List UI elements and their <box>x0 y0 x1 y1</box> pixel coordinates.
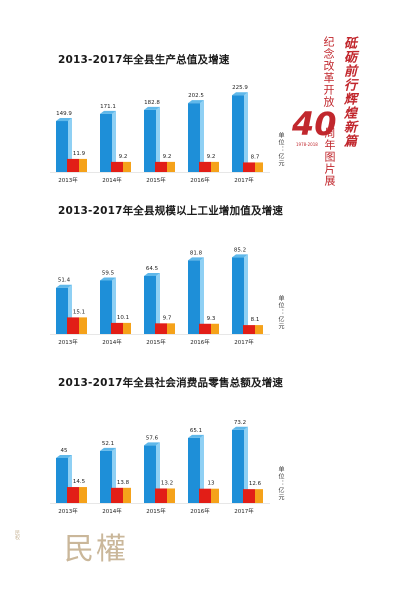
bar-value-label-3-4: 65.1 <box>190 428 202 434</box>
bar-growth-3-4 <box>199 488 219 503</box>
category-label-2-2: 2014年 <box>102 338 122 346</box>
bar-growth-2-4 <box>199 323 219 334</box>
bar-growth-2-2 <box>111 322 131 334</box>
chart-3-unit-label: 单位：亿元 <box>277 466 284 501</box>
bar-growth-label-3-2: 13.8 <box>117 480 130 486</box>
bar-growth-label-3-5: 12.6 <box>249 481 262 487</box>
category-label-3-3: 2015年 <box>146 507 166 515</box>
logo-title: 民權 <box>64 532 128 567</box>
bar-growth-label-2-4: 9.3 <box>207 316 216 322</box>
category-label-3-1: 2013年 <box>58 507 78 515</box>
bar-growth-1-2 <box>111 161 131 172</box>
logo-small-text: 民权 <box>14 530 20 540</box>
category-label-2-3: 2015年 <box>146 338 166 346</box>
bar-value-1-3 <box>144 106 160 172</box>
bar-value-label-2-5: 85.2 <box>234 247 246 253</box>
bar-growth-label-1-3: 9.2 <box>163 154 172 160</box>
bar-growth-label-3-3: 13.2 <box>161 480 173 486</box>
category-label-3-2: 2014年 <box>102 507 122 515</box>
bar-value-label-1-5: 225.9 <box>232 85 248 91</box>
bar-value-1-1 <box>56 118 72 172</box>
bar-value-label-1-4: 202.5 <box>188 93 204 99</box>
category-label-1-1: 2013年 <box>58 176 78 184</box>
bar-growth-2-5 <box>243 325 263 334</box>
category-label-2-1: 2013年 <box>58 338 78 346</box>
category-label-1-4: 2016年 <box>190 176 210 184</box>
chart-2-unit-label: 单位：亿元 <box>277 295 284 330</box>
side-line-1: 纪念改革开放 <box>322 36 335 108</box>
bar-value-label-1-3: 182.8 <box>144 100 160 106</box>
bar-growth-label-1-5: 8.7 <box>251 154 260 160</box>
bar-value-label-1-1: 149.9 <box>56 111 72 117</box>
bar-value-2-4 <box>188 257 204 334</box>
bar-growth-1-5 <box>243 162 263 172</box>
bar-growth-label-2-5: 8.1 <box>251 317 260 323</box>
bar-value-3-4 <box>188 434 204 503</box>
bar-value-label-2-4: 81.8 <box>190 250 203 256</box>
bar-growth-3-3 <box>155 488 175 503</box>
category-label-1-3: 2015年 <box>146 176 166 184</box>
bar-value-label-2-2: 59.5 <box>102 270 115 276</box>
category-label-2-5: 2017年 <box>234 338 254 346</box>
category-label-2-4: 2016年 <box>190 338 210 346</box>
bar-growth-1-1 <box>67 158 87 172</box>
chart-1-unit-label: 单位：亿元 <box>277 132 284 167</box>
bar-value-label-3-2: 52.1 <box>102 441 114 447</box>
chart-1-title: 2013-2017年全县生产总值及增速 <box>58 54 230 66</box>
chart-3-title: 2013-2017年全县社会消费品零售总额及增速 <box>58 377 284 389</box>
bar-growth-label-3-1: 14.5 <box>73 479 86 485</box>
bar-growth-3-5 <box>243 489 263 503</box>
bar-growth-1-3 <box>155 161 175 172</box>
bar-value-1-4 <box>188 100 204 172</box>
bar-value-2-3 <box>144 272 160 334</box>
bar-value-2-2 <box>100 277 116 334</box>
bar-growth-3-1 <box>67 487 87 503</box>
bar-value-label-3-5: 73.2 <box>234 420 246 426</box>
bar-value-label-3-3: 57.6 <box>146 435 159 441</box>
bar-growth-label-2-2: 10.1 <box>117 315 129 321</box>
side-calligraphy: 砥砺前行辉煌新篇 <box>341 36 356 148</box>
bar-value-label-2-1: 51.4 <box>58 278 71 284</box>
anniversary-years: 1978-2018 <box>296 142 318 147</box>
bar-growth-label-2-1: 15.1 <box>73 309 85 315</box>
bar-growth-2-3 <box>155 323 175 334</box>
bar-value-1-5 <box>232 92 248 172</box>
bar-value-label-1-2: 171.1 <box>100 104 116 110</box>
side-line-2: 周年图片展 <box>323 127 336 187</box>
bar-growth-2-1 <box>67 317 87 334</box>
bar-growth-label-2-3: 9.7 <box>163 315 172 321</box>
bar-growth-label-1-4: 9.2 <box>207 154 216 160</box>
bar-value-label-3-1: 45 <box>61 448 68 454</box>
category-label-1-5: 2017年 <box>234 176 254 184</box>
bar-growth-3-2 <box>111 487 131 503</box>
bar-growth-label-3-4: 13 <box>208 481 215 487</box>
bar-growth-label-1-1: 11.9 <box>73 151 86 157</box>
chart-2-title: 2013-2017年全县规模以上工业增加值及增速 <box>58 205 284 217</box>
category-label-3-5: 2017年 <box>234 507 254 515</box>
category-label-3-4: 2016年 <box>190 507 210 515</box>
bar-growth-label-1-2: 9.2 <box>119 154 128 160</box>
category-label-1-2: 2014年 <box>102 176 122 184</box>
bar-growth-1-4 <box>199 161 219 172</box>
bar-value-1-2 <box>100 110 116 172</box>
bar-value-3-3 <box>144 442 160 503</box>
bar-value-3-5 <box>232 426 248 503</box>
bar-value-2-5 <box>232 254 248 334</box>
anniversary-number: 40 <box>292 105 337 143</box>
bar-value-label-2-3: 64.5 <box>146 266 159 272</box>
